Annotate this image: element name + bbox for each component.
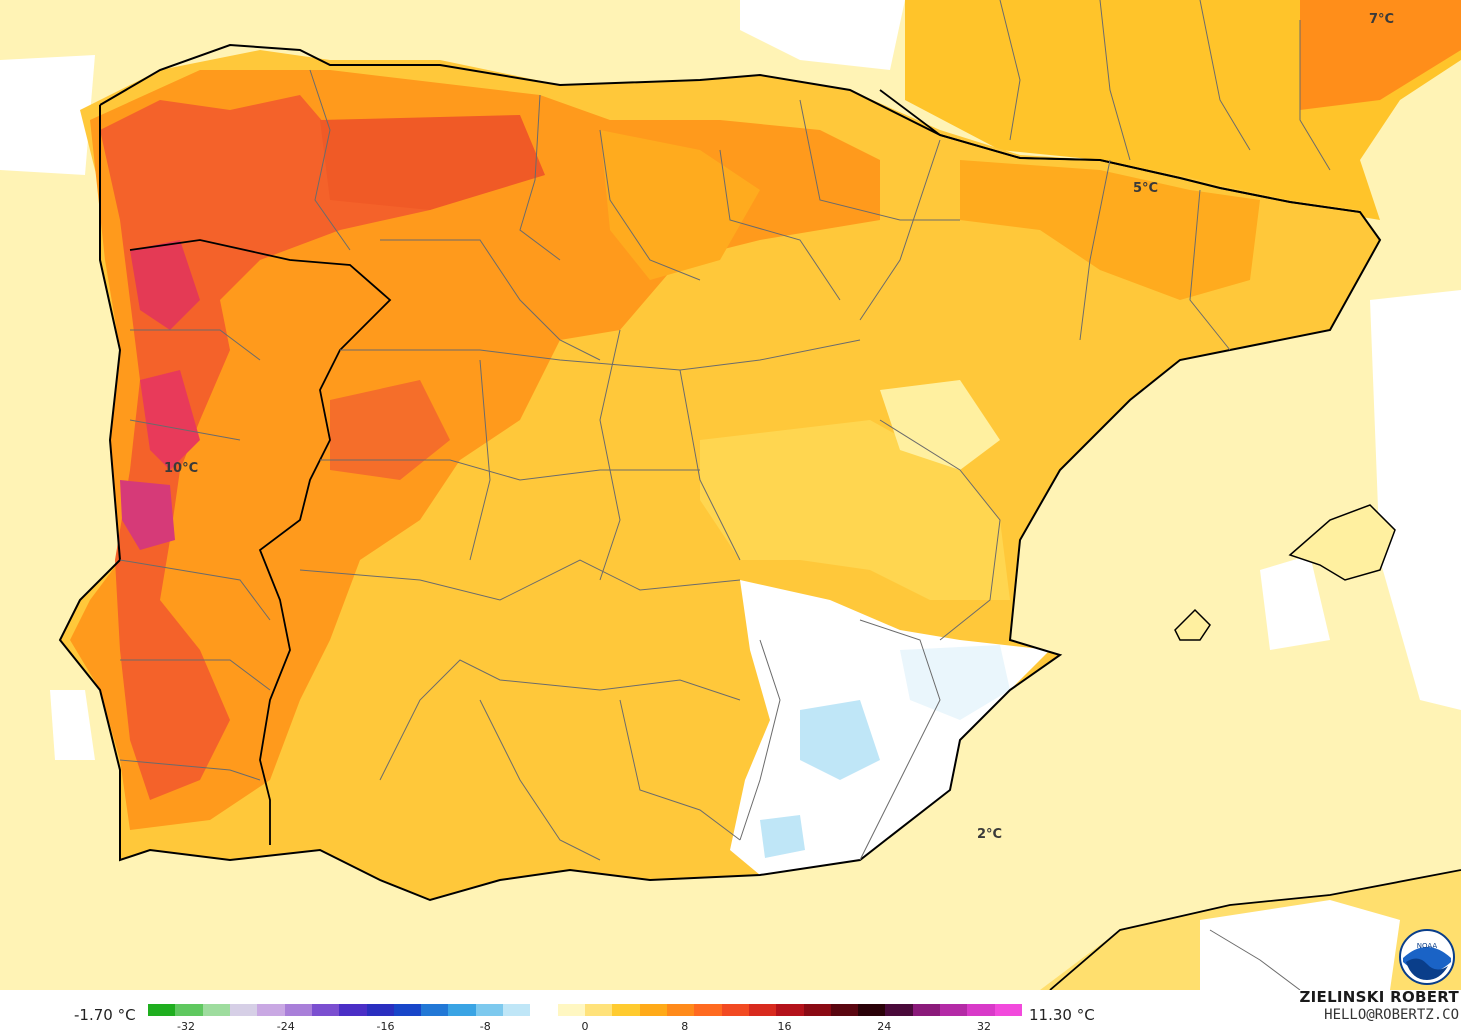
zone-castile-red: [320, 115, 545, 210]
colorbar-cell: [339, 1004, 367, 1016]
sea-white-patch-sw: [50, 690, 95, 760]
sea-white-patch-nw: [0, 55, 95, 175]
colorbar-tick-label: 0: [581, 1020, 589, 1033]
author-name: ZIELINSKI ROBERT: [1299, 988, 1459, 1006]
colorbar-cell: [148, 1004, 176, 1016]
zone-east-yellow: [700, 420, 1010, 600]
zone-cold-blue-2: [760, 815, 805, 858]
colorbar-cell: [721, 1004, 749, 1016]
zone-africa-white: [1200, 900, 1400, 990]
colorbar-cell: [257, 1004, 285, 1016]
zone-valencia-pale: [880, 380, 1000, 470]
africa-coastline: [1049, 869, 1461, 990]
zone-extremadura-red: [330, 380, 450, 480]
colorbar-cell: [393, 1004, 422, 1016]
zone-cold-blue: [800, 700, 880, 780]
region-france-hot: [1300, 0, 1461, 110]
island-ibiza: [1174, 608, 1211, 641]
colorbar-cell: [530, 1004, 558, 1016]
colorbar-cell: [311, 1004, 340, 1016]
colorbar-cell: [666, 1004, 695, 1016]
noaa-logo-icon: NOAA: [1399, 929, 1455, 985]
colorbar-cell: [612, 1004, 640, 1016]
colorbar-cell: [776, 1004, 804, 1016]
colorbar-cell: [366, 1004, 394, 1016]
colorbar-cell: [994, 1004, 1022, 1016]
colorbar-cell: [475, 1004, 504, 1016]
sea-white-patch-north: [740, 0, 905, 70]
colorbar-cell: [175, 1004, 203, 1016]
colorbar-cell: [803, 1004, 831, 1016]
colorbar-cell: [202, 1004, 230, 1016]
noaa-logo-text: NOAA: [1417, 942, 1438, 950]
colorbar-tick-label: -8: [479, 1020, 491, 1033]
colorbar-cell: [830, 1004, 859, 1016]
colorbar-cell: [694, 1004, 722, 1016]
colorbar-cell: [284, 1004, 312, 1016]
colorbar-cell: [557, 1004, 585, 1016]
colorbar-cell: [421, 1004, 449, 1016]
colorbar-cell: [748, 1004, 777, 1016]
colorbar-cell: [967, 1004, 995, 1016]
colorbar-tick-label: 24: [877, 1020, 892, 1033]
temperature-anomaly-map: [0, 0, 1461, 990]
legend-max-value: 11.30 °C: [1029, 1006, 1095, 1024]
temp-label-southeast: 2°C: [977, 827, 1003, 842]
author-email[interactable]: HELLO@ROBERTZ.CO: [1324, 1007, 1459, 1023]
hotspot-central-portugal: [140, 370, 200, 470]
colorbar-cell: [940, 1004, 968, 1016]
pyrenees-border: [879, 89, 1361, 213]
colorbar-cell: [503, 1004, 531, 1016]
legend-colorbar: [148, 1004, 1022, 1016]
colorbar-cell: [885, 1004, 913, 1016]
iberia-coastline: [58, 43, 1382, 902]
zone-ebro-orange: [960, 160, 1260, 300]
sea-white-patch-east: [1370, 290, 1461, 710]
province-borders: [119, 0, 1331, 990]
temp-label-pyrenees: 5°C: [1133, 181, 1159, 196]
sea-white-patch-balearic: [1260, 555, 1330, 650]
temp-label-northeast: 7°C: [1369, 12, 1395, 27]
hotspot-lisbon: [120, 480, 175, 550]
colorbar-cell: [639, 1004, 667, 1016]
colorbar-tick-label: -24: [276, 1020, 295, 1033]
colorbar-tick-label: 32: [977, 1020, 991, 1033]
colorbar-cell: [229, 1004, 258, 1016]
colorbar-cell: [448, 1004, 476, 1016]
island-mallorca: [1288, 504, 1396, 581]
legend-min-value: -1.70 °C: [74, 1006, 136, 1024]
colorbar-tick-label: 16: [777, 1020, 792, 1033]
zone-center-orange: [600, 130, 760, 280]
colorbar-tick-label: -16: [376, 1020, 395, 1033]
zone-west-red: [100, 95, 540, 800]
colorbar-cell: [585, 1004, 613, 1016]
portugal-spain-border: [129, 239, 392, 845]
colorbar-tick-label: -32: [177, 1020, 195, 1033]
colorbar-cell: [858, 1004, 886, 1016]
hotspot-north-portugal: [130, 240, 200, 330]
colorbar-cell: [912, 1004, 941, 1016]
colorbar-tick-label: 8: [681, 1020, 689, 1033]
temp-label-portugal: 10°C: [164, 461, 199, 476]
